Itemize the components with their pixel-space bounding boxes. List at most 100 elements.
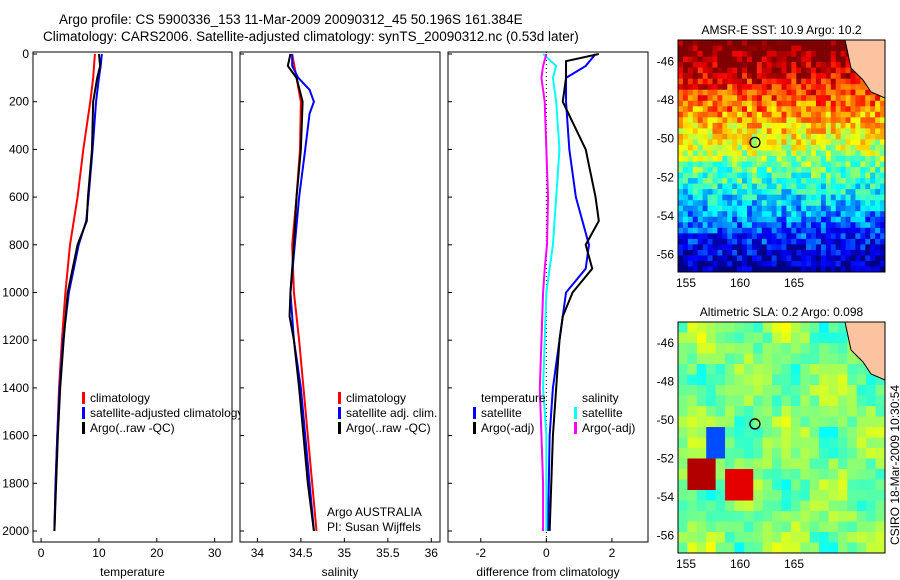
map-cell [682, 260, 689, 267]
map-cell [717, 161, 723, 168]
map-cell [707, 255, 713, 262]
map-cell [880, 266, 886, 273]
map-cell [743, 542, 754, 554]
map-cell [801, 45, 807, 52]
map-cell [747, 78, 753, 85]
map-cell [725, 364, 735, 375]
map-cell [806, 194, 812, 201]
map-cell [761, 255, 768, 262]
map-cell [820, 67, 827, 74]
map-cell [766, 89, 773, 96]
map-cell [747, 51, 753, 58]
map-cell [747, 233, 753, 240]
map-cell [762, 395, 773, 407]
map-cell [786, 227, 792, 234]
map-cell [840, 95, 847, 102]
map-cell [856, 364, 867, 375]
map-cell [811, 78, 817, 85]
map-cell [865, 100, 871, 107]
map-cell [845, 133, 851, 140]
map-cell [776, 216, 782, 223]
map-cell [776, 78, 782, 85]
map-cell [870, 144, 876, 151]
map-cell [850, 260, 856, 267]
map-cell [732, 51, 738, 58]
map-cell [771, 200, 778, 207]
map-cell [840, 78, 847, 85]
map-cell [722, 255, 728, 262]
map-cell [786, 51, 792, 58]
map-cell [880, 178, 886, 185]
map-cell [860, 156, 866, 163]
map-cell [860, 100, 866, 107]
map-cell [860, 216, 866, 223]
map-cell [776, 133, 782, 140]
map-cell [870, 238, 876, 245]
map-cell [692, 205, 699, 212]
x-axis-label: salinity [322, 565, 359, 579]
map-cell [835, 211, 842, 218]
map-cell [678, 479, 688, 491]
map-cell [820, 78, 827, 85]
map-cell [687, 200, 694, 207]
map-cell [743, 458, 754, 470]
map-cell [706, 385, 717, 396]
map-cell [771, 56, 778, 63]
map-cell [819, 479, 830, 491]
x-tick-label: 0 [38, 546, 45, 560]
map-cell [702, 95, 709, 102]
map-cell [850, 238, 856, 245]
map-cell [771, 89, 778, 96]
map-cell [717, 40, 723, 47]
map-cell [756, 133, 763, 140]
map-cell [860, 139, 866, 146]
map-cell [706, 353, 717, 365]
x-tick-label: 160 [730, 557, 750, 571]
map-cell [781, 106, 787, 113]
map-cell [692, 89, 699, 96]
map-cell [702, 56, 709, 63]
map-cell [687, 51, 694, 58]
map-cell [830, 249, 837, 256]
map-cell [860, 233, 866, 240]
map-cell [875, 106, 881, 113]
map-cell [840, 56, 847, 63]
map-cell [737, 56, 743, 63]
map-cell [820, 111, 827, 118]
map-cell [865, 216, 871, 223]
map-cell [761, 78, 768, 85]
map-cell [702, 161, 709, 168]
map-cell [791, 62, 797, 69]
map-cell [847, 364, 858, 375]
map-cell [771, 78, 778, 85]
map-cell [806, 266, 812, 273]
map-cell [820, 133, 827, 140]
map-cell [835, 194, 842, 201]
map-cell [771, 144, 778, 151]
map-cell [702, 156, 709, 163]
map-cell [880, 216, 886, 223]
map-cell [682, 156, 689, 163]
map-cell [819, 437, 830, 449]
map-cell [722, 40, 728, 47]
map-cell [697, 73, 704, 80]
map-cell [722, 139, 728, 146]
map-cell [801, 211, 807, 218]
map-cell [801, 244, 807, 251]
map-cell [801, 183, 807, 190]
map-cell [776, 128, 782, 135]
map-cell [697, 139, 704, 146]
map-cell [725, 385, 735, 396]
map-cell [762, 416, 773, 428]
map-cell [806, 56, 812, 63]
map-cell [870, 133, 876, 140]
map-cell [707, 62, 713, 69]
map-cell [771, 128, 778, 135]
map-cell [835, 172, 842, 179]
map-cell [737, 178, 743, 185]
map-cell [855, 200, 861, 207]
map-cell [825, 238, 832, 245]
map-cell [837, 385, 848, 396]
map-cell [734, 332, 745, 344]
map-cell [682, 117, 689, 124]
